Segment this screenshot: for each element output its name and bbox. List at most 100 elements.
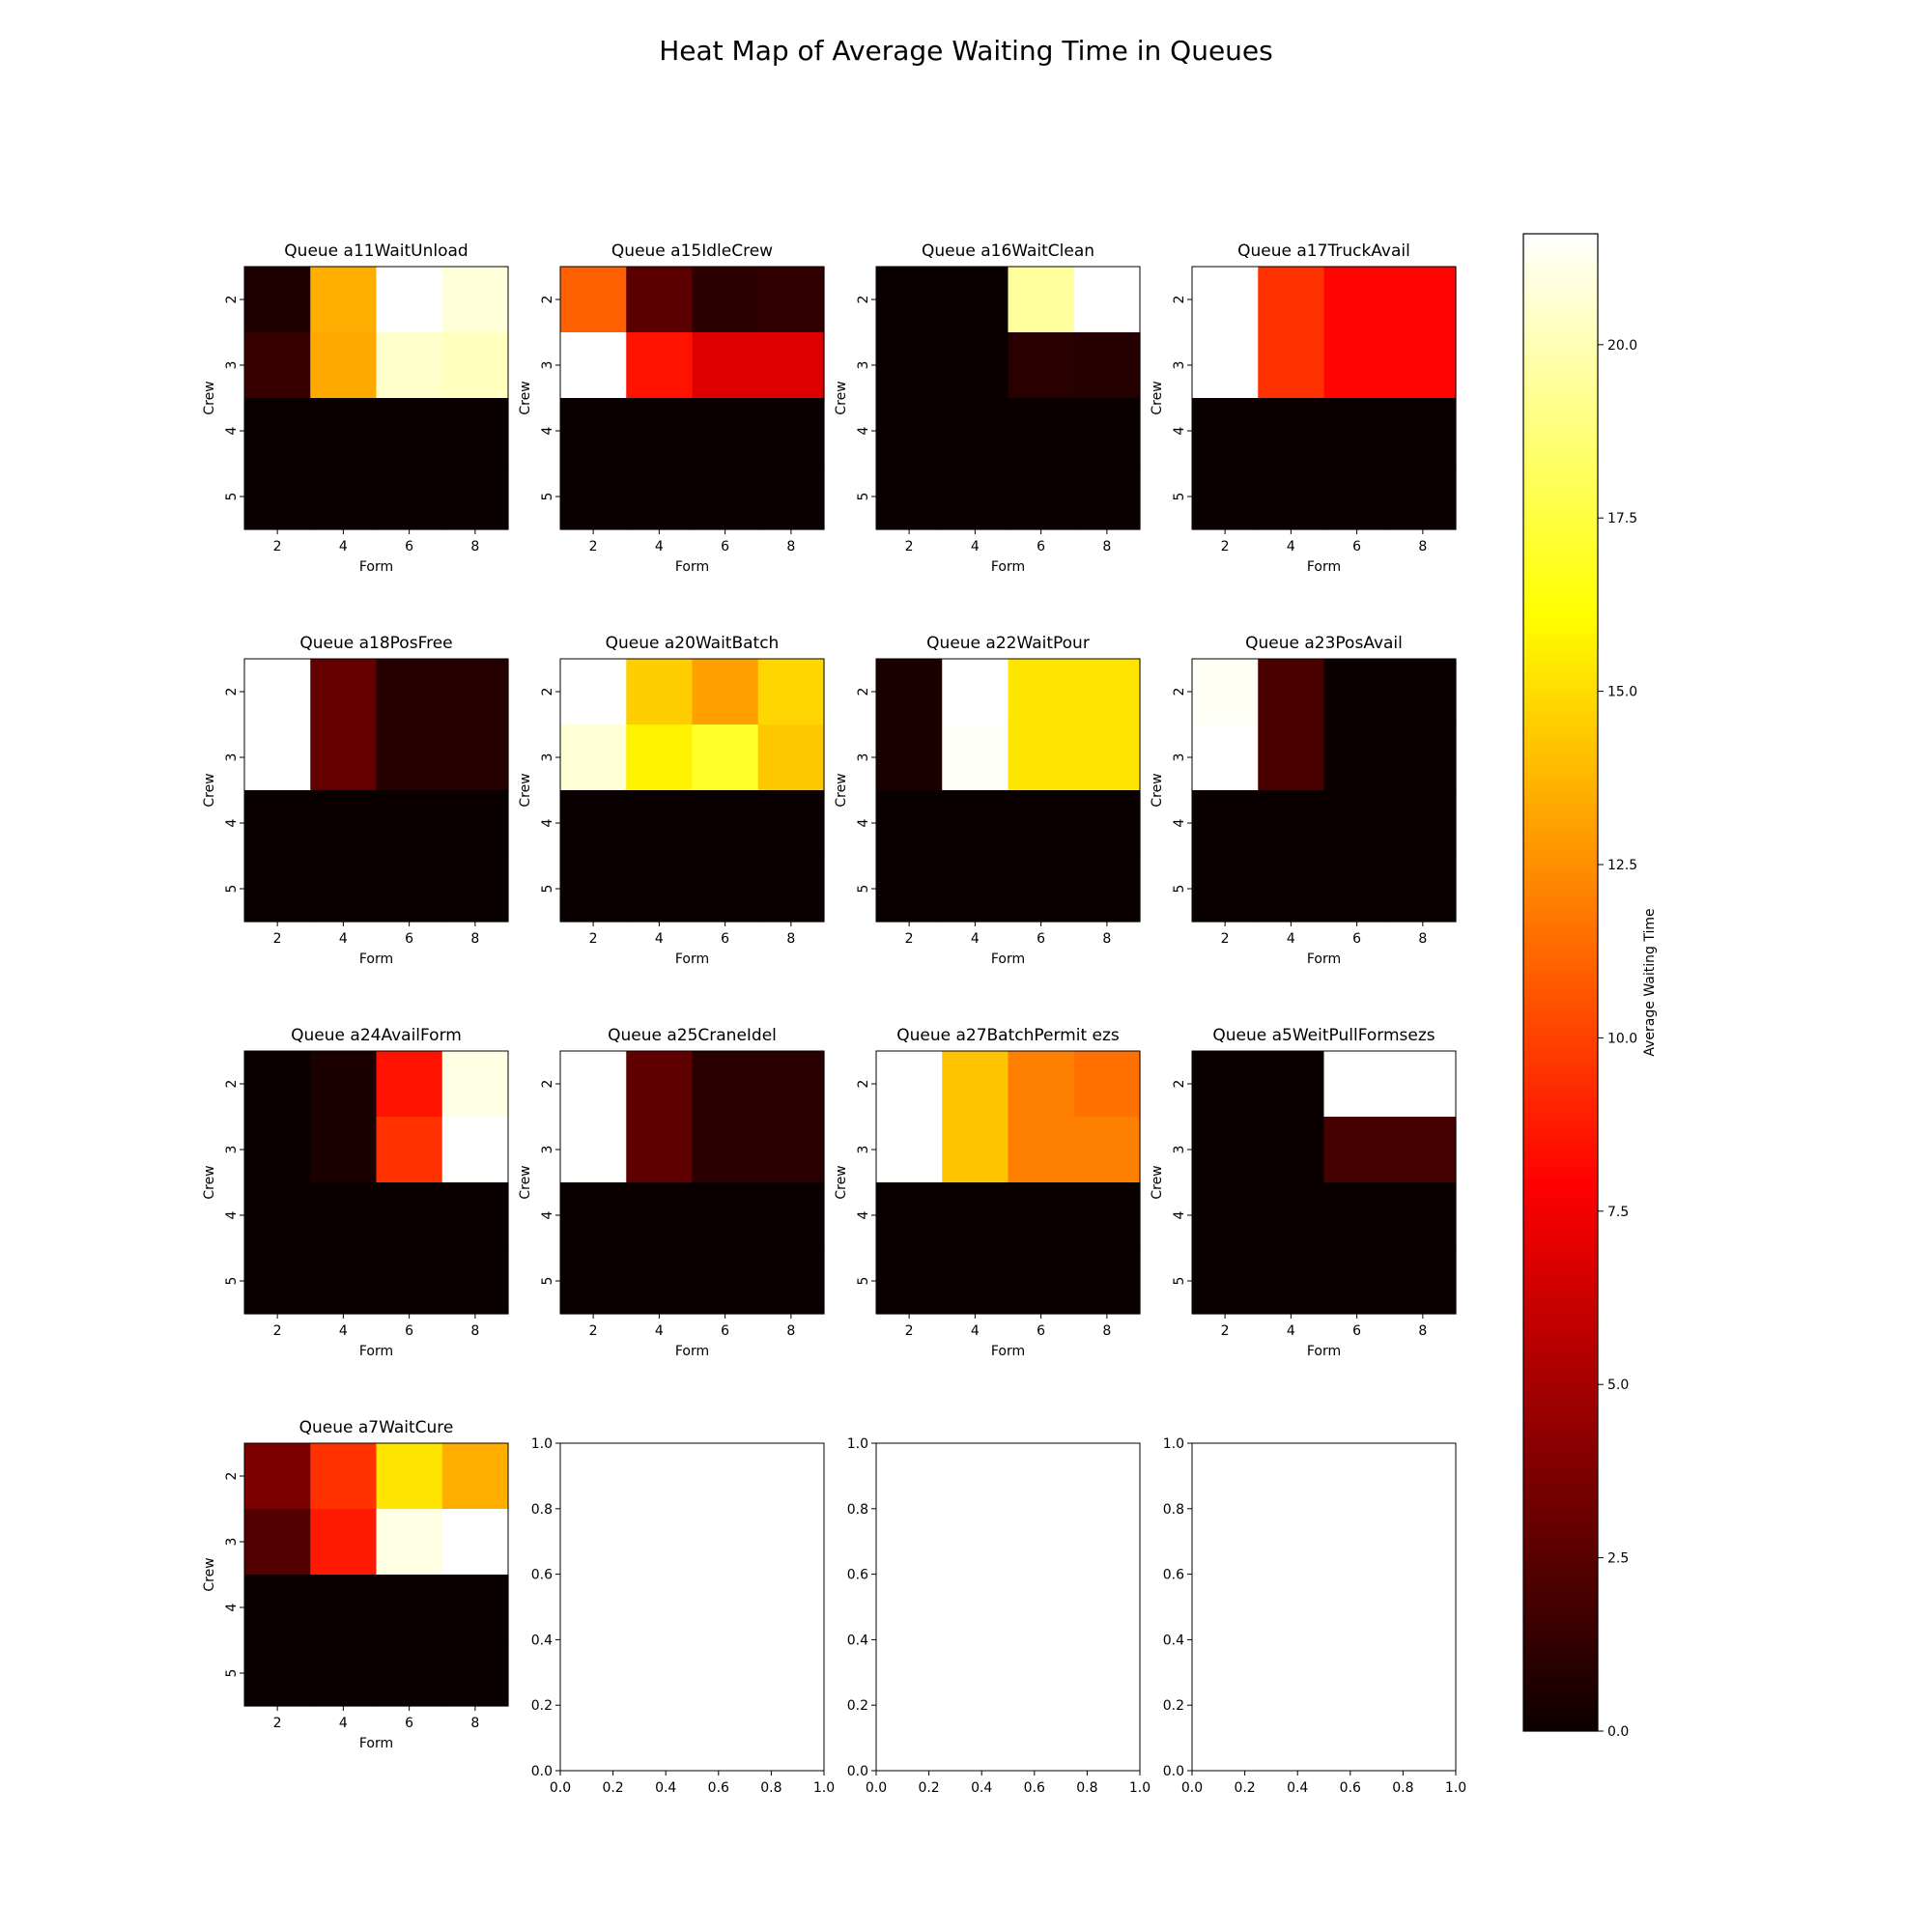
panel-title: Queue a7WaitCure xyxy=(299,1418,454,1437)
heatmap-cell xyxy=(942,1248,1009,1315)
x-tick-label: 8 xyxy=(470,1323,479,1339)
heatmap-cell xyxy=(244,1575,311,1641)
y-tick-label: 2 xyxy=(224,688,240,696)
heatmap-cell xyxy=(1073,464,1141,530)
y-tick-label: 2 xyxy=(1172,688,1187,696)
x-tick-label: 6 xyxy=(721,1323,729,1339)
heatmap-cell xyxy=(942,398,1009,465)
x-tick-label: 8 xyxy=(786,1323,795,1339)
y-tick-label: 5 xyxy=(224,1277,240,1286)
heatmap-cell xyxy=(376,332,443,399)
y-axis-label: Crew xyxy=(518,1165,533,1199)
heatmap-panel: Queue a23PosAvail 2 4 6 8 2 3 4 5 Form Crew xyxy=(1150,634,1457,967)
heatmap-cell xyxy=(1323,790,1391,857)
heatmap-cell xyxy=(1008,1051,1075,1118)
heatmap-cell xyxy=(441,332,509,399)
x-tick-label: 6 xyxy=(405,931,413,947)
y-axis-label: Crew xyxy=(834,381,849,414)
panel-title: Queue a16WaitClean xyxy=(922,242,1094,261)
y-tick-label: 0.4 xyxy=(1163,1633,1184,1648)
y-tick-label: 2 xyxy=(540,296,555,304)
x-tick-label: 2 xyxy=(1221,1323,1230,1339)
x-tick-label: 4 xyxy=(971,539,980,554)
colorbar-label: Average Waiting Time xyxy=(1642,908,1658,1056)
heatmap-cell xyxy=(244,659,311,725)
heatmap-cell xyxy=(1073,790,1141,857)
y-tick-label: 2 xyxy=(540,1080,555,1089)
x-tick-label: 8 xyxy=(470,539,479,554)
x-tick-label: 0.6 xyxy=(708,1780,729,1796)
heatmap-cell xyxy=(441,856,509,923)
x-tick-label: 2 xyxy=(589,1323,598,1339)
panel-title: Queue a18PosFree xyxy=(299,634,452,653)
colorbar-tick-label: 20.0 xyxy=(1607,338,1637,354)
heatmap-panel: Queue a25CraneIdel 2 4 6 8 2 3 4 5 Form Crew xyxy=(518,1026,825,1359)
panel-title: Queue a25CraneIdel xyxy=(608,1026,777,1045)
colorbar-tick-label: 7.5 xyxy=(1607,1205,1629,1220)
heatmap-cell xyxy=(560,1051,627,1118)
heatmap-cell xyxy=(310,659,378,725)
x-tick-label: 0.6 xyxy=(1340,1780,1361,1796)
heatmap-cell xyxy=(1389,856,1457,923)
heatmap-cell xyxy=(1389,1182,1457,1249)
x-tick-label: 2 xyxy=(589,539,598,554)
x-tick-label: 8 xyxy=(470,931,479,947)
heatmap-cell xyxy=(1258,1248,1325,1315)
x-axis-label: Form xyxy=(1307,952,1341,967)
heatmap-cell xyxy=(692,332,759,399)
heatmap-cell xyxy=(1192,1248,1259,1315)
x-tick-label: 0.4 xyxy=(655,1780,676,1796)
panel-frame xyxy=(243,1050,509,1315)
y-tick-label: 2 xyxy=(224,296,240,304)
x-tick-label: 4 xyxy=(971,931,980,947)
x-tick-label: 6 xyxy=(1352,1323,1361,1339)
panel-frame xyxy=(875,658,1141,923)
heatmap-cell xyxy=(1389,398,1457,465)
heatmap-cell xyxy=(757,1051,825,1118)
heatmap-cell xyxy=(1192,332,1259,399)
empty-axes-frame xyxy=(1191,1442,1457,1772)
colorbar-tick-label: 17.5 xyxy=(1607,511,1637,526)
y-tick-label: 3 xyxy=(1172,361,1187,370)
colorbar-tick-label: 0.0 xyxy=(1607,1724,1629,1740)
heatmap-cell xyxy=(692,1117,759,1183)
heatmap-cell xyxy=(1008,398,1075,465)
y-axis-label: Crew xyxy=(834,1165,849,1199)
heatmap-cell xyxy=(876,398,943,465)
heatmap-cell xyxy=(1258,1182,1325,1249)
x-tick-label: 1.0 xyxy=(813,1780,835,1796)
heatmap-cell xyxy=(757,1117,825,1183)
heatmap-panel: Queue a11WaitUnload 2 4 6 8 2 3 4 5 Form Crew xyxy=(202,242,509,575)
x-tick-label: 8 xyxy=(1418,931,1427,947)
heatmap-cell xyxy=(1258,790,1325,857)
panel-title: Queue a23PosAvail xyxy=(1245,634,1403,653)
heatmap-cell xyxy=(1323,1248,1391,1315)
heatmap-cell xyxy=(942,1117,1009,1183)
panel-frame xyxy=(1191,658,1457,923)
panel-frame xyxy=(559,658,825,923)
y-tick-label: 5 xyxy=(856,885,871,894)
heatmap-cell xyxy=(1323,1117,1391,1183)
heatmap-cell xyxy=(310,1443,378,1510)
y-tick-label: 4 xyxy=(856,1210,871,1219)
panel-title: Queue a11WaitUnload xyxy=(284,242,468,261)
heatmap-cell xyxy=(244,398,311,465)
heatmap-cell xyxy=(692,1248,759,1315)
heatmap-cell xyxy=(441,1575,509,1641)
heatmap-cell xyxy=(876,1117,943,1183)
heatmap-cell xyxy=(1323,464,1391,530)
heatmap-cell xyxy=(692,1182,759,1249)
colorbar-frame xyxy=(1522,233,1599,1732)
heatmap-cell xyxy=(1192,1117,1259,1183)
x-tick-label: 6 xyxy=(1037,539,1045,554)
heatmap-cell xyxy=(1258,332,1325,399)
heatmap-cell xyxy=(560,659,627,725)
x-tick-label: 4 xyxy=(1287,931,1295,947)
heatmap-cell xyxy=(310,332,378,399)
heatmap-cell xyxy=(1073,659,1141,725)
y-tick-label: 5 xyxy=(224,885,240,894)
heatmap-cell xyxy=(560,1248,627,1315)
y-tick-label: 5 xyxy=(856,1277,871,1286)
heatmap-cell xyxy=(310,1509,378,1576)
y-tick-label: 0.6 xyxy=(847,1568,868,1583)
